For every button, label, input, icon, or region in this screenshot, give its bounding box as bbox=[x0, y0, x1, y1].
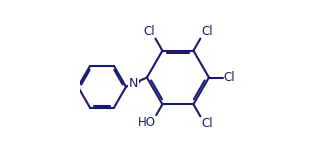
Text: Cl: Cl bbox=[201, 25, 213, 38]
Text: Cl: Cl bbox=[143, 25, 155, 38]
Text: Cl: Cl bbox=[224, 71, 235, 84]
Text: Cl: Cl bbox=[201, 117, 213, 130]
Text: HO: HO bbox=[138, 115, 156, 128]
Text: N: N bbox=[129, 77, 138, 90]
